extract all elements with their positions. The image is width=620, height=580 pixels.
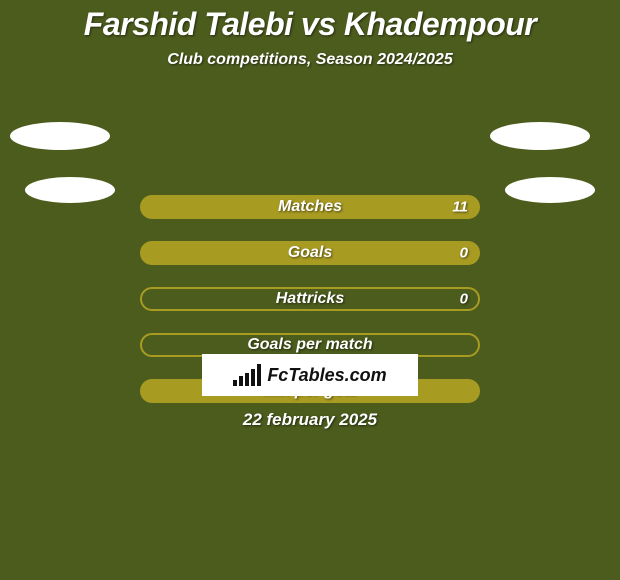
stat-bar-value: 0	[460, 245, 468, 262]
stat-bar-label: Matches	[142, 198, 478, 216]
stat-bar-label: Goals per match	[142, 336, 478, 354]
stat-bar-value: 0	[460, 291, 468, 308]
stat-bar: Hattricks0	[140, 287, 480, 311]
stat-bar-label: Hattricks	[142, 290, 478, 308]
subtitle: Club competitions, Season 2024/2025	[0, 51, 620, 69]
stat-bar: Matches11	[140, 195, 480, 219]
date-text: 22 february 2025	[0, 410, 620, 430]
logo-text: FcTables.com	[267, 365, 386, 386]
stat-bar: Goals0	[140, 241, 480, 265]
player-ellipse	[10, 122, 110, 150]
fctables-logo: FcTables.com	[202, 354, 418, 396]
stat-bar-value: 11	[452, 199, 468, 216]
stat-bar-label: Goals	[142, 244, 478, 262]
player-ellipse	[25, 177, 115, 203]
title: Farshid Talebi vs Khadempour	[0, 0, 620, 43]
stats-card: Farshid Talebi vs Khadempour Club compet…	[0, 0, 620, 580]
player-ellipse	[505, 177, 595, 203]
bar-chart-icon	[233, 364, 261, 386]
player-ellipse	[490, 122, 590, 150]
